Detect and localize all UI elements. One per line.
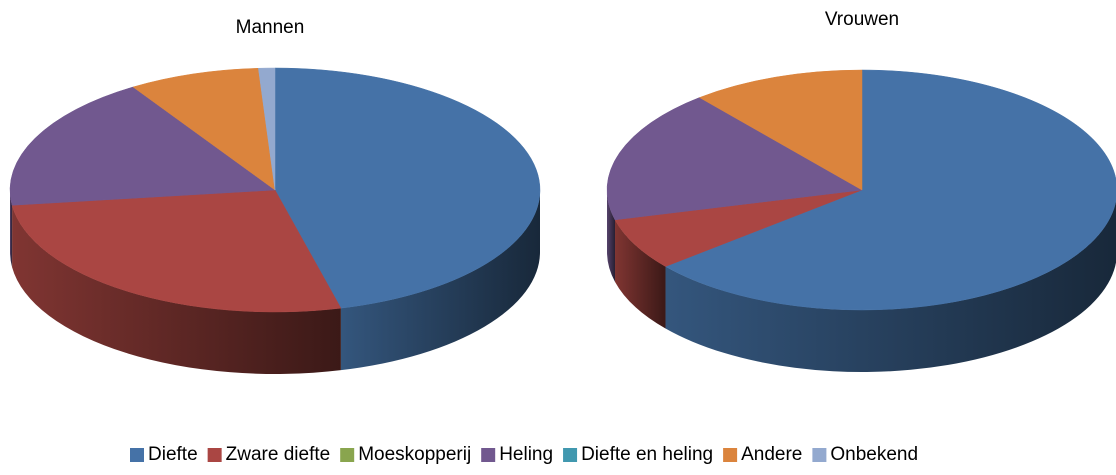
slice-side xyxy=(12,205,341,375)
legend-swatch xyxy=(563,448,578,462)
legend-label: Andere xyxy=(741,444,802,465)
pie-slice xyxy=(258,67,276,191)
pie-slice xyxy=(11,189,342,313)
legend-swatch xyxy=(340,448,355,462)
slice-side xyxy=(607,190,616,282)
legend-label: Diefte en heling xyxy=(581,444,713,465)
legend-label: Diefte xyxy=(148,444,198,465)
legend-swatch xyxy=(481,448,496,462)
chart-title: Vrouwen xyxy=(825,9,899,30)
legend-label: Heling xyxy=(499,444,553,465)
legend-label: Onbekend xyxy=(830,444,918,465)
chart-title: Mannen xyxy=(236,17,305,38)
legend-swatch xyxy=(130,448,144,462)
pie-slice xyxy=(614,189,863,267)
pie-slice xyxy=(664,69,1116,311)
legend-swatch xyxy=(723,448,738,462)
slice-side xyxy=(340,190,540,371)
legend-label: Zware diefte xyxy=(226,444,331,465)
slice-side xyxy=(10,190,13,268)
legend-label: Moeskopperij xyxy=(358,444,471,465)
pie-slice xyxy=(132,67,276,191)
legend-swatch xyxy=(812,448,827,462)
slice-side xyxy=(665,200,1116,372)
pie-slice xyxy=(9,86,276,206)
pie-slice xyxy=(606,97,863,221)
pie-slice xyxy=(274,67,541,309)
slice-side xyxy=(615,219,666,329)
pie-slice xyxy=(698,69,863,191)
legend-swatch xyxy=(207,448,222,462)
